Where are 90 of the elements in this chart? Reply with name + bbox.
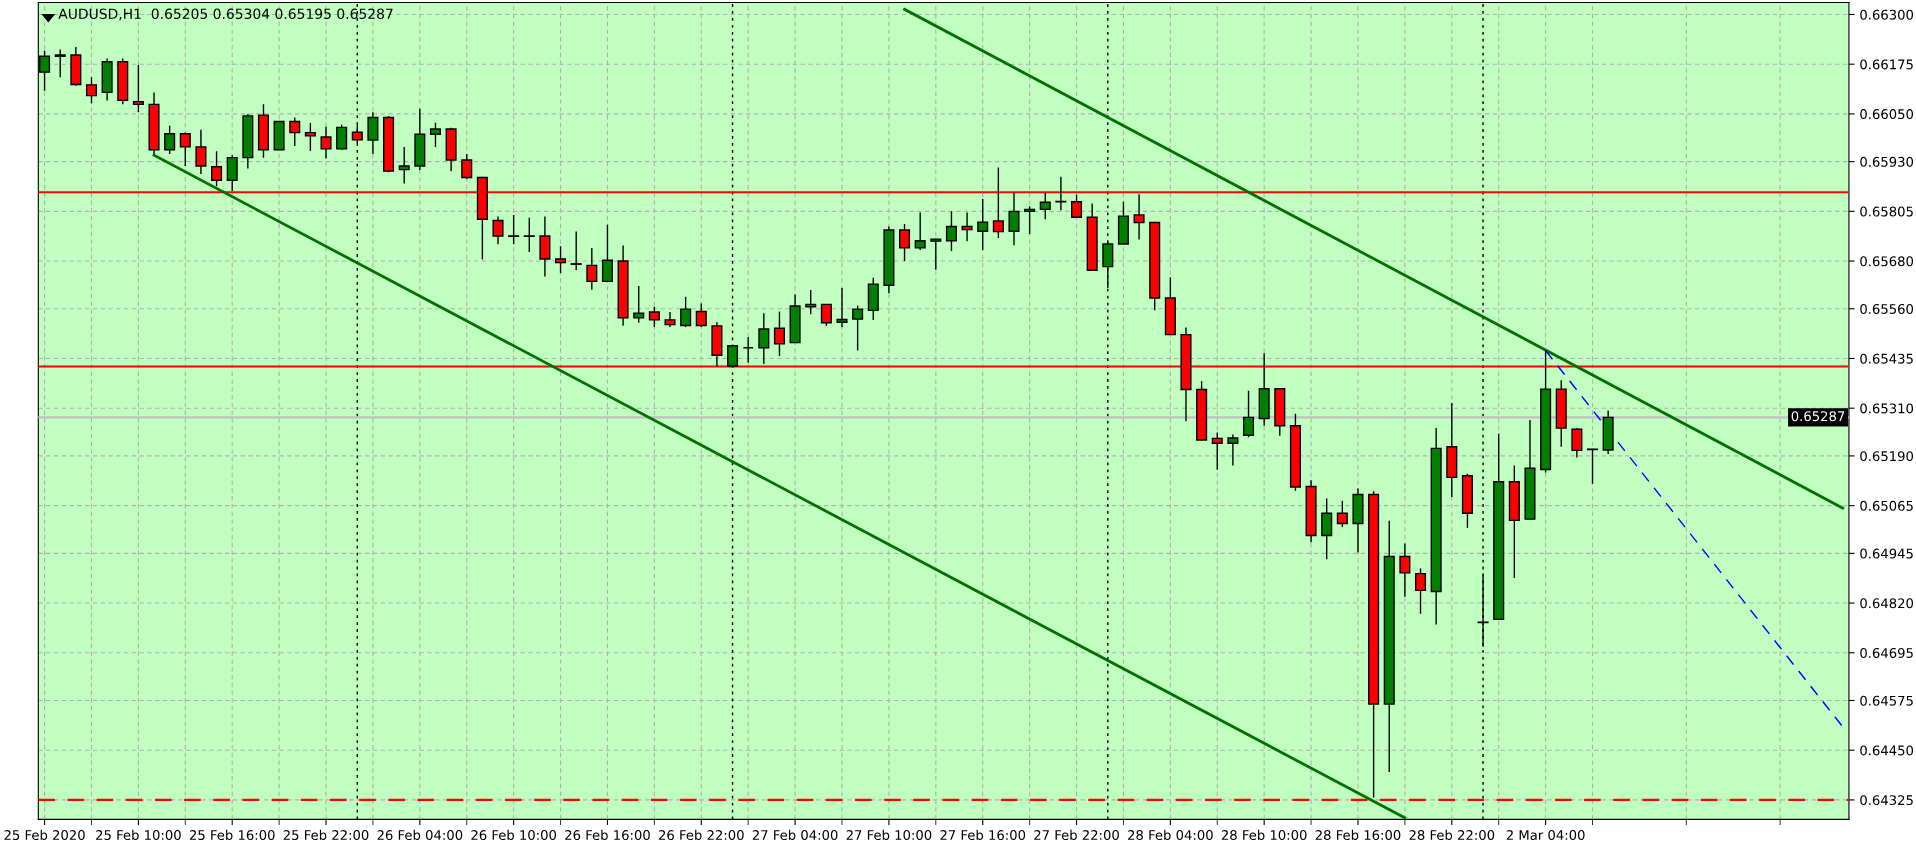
- candlestick: [211, 150, 223, 187]
- candlestick: [1070, 193, 1083, 218]
- candlestick: [914, 211, 926, 251]
- candlestick: [1227, 433, 1239, 467]
- candlestick: [758, 312, 770, 365]
- candlestick: [1321, 497, 1333, 561]
- candlestick: [492, 215, 504, 246]
- candlestick: [961, 211, 973, 242]
- x-tick-label: 28 Feb 10:00: [1221, 829, 1307, 841]
- candlestick: [930, 238, 942, 271]
- candlestick: [320, 125, 332, 160]
- candlestick: [648, 306, 660, 328]
- candlestick: [1024, 205, 1036, 235]
- y-tick-label: 0.65190: [1860, 451, 1914, 462]
- candlestick: [570, 230, 582, 271]
- candlestick: [508, 214, 520, 246]
- candlestick: [336, 123, 348, 151]
- y-tick-label: 0.66300: [1860, 9, 1914, 20]
- x-tick-label: 27 Feb 10:00: [846, 829, 932, 841]
- chart-title: AUDUSD,H1 0.65205 0.65304 0.65195 0.65287: [58, 8, 393, 21]
- candlestick: [586, 247, 598, 291]
- candlestick: [1211, 431, 1223, 471]
- y-tick-label: 0.65930: [1860, 156, 1914, 167]
- x-tick-label: 26 Feb 22:00: [658, 829, 744, 841]
- candlestick: [398, 146, 410, 185]
- x-tick-label: 27 Feb 16:00: [940, 829, 1026, 841]
- candlestick: [1008, 191, 1020, 246]
- x-tick-label: 25 Feb 22:00: [283, 829, 369, 841]
- y-tick-label: 0.65065: [1860, 500, 1913, 511]
- candlestick: [304, 122, 316, 152]
- candlestick: [1414, 567, 1427, 615]
- y-tick-label: 0.65435: [1860, 353, 1913, 364]
- candlestick: [523, 217, 535, 253]
- candlestick: [367, 111, 379, 155]
- candlestick: [179, 131, 191, 167]
- y-tick-label: 0.66050: [1860, 109, 1914, 120]
- y-tick-label: 0.64450: [1860, 745, 1914, 756]
- candlestick: [773, 310, 785, 357]
- candlestick: [226, 154, 238, 192]
- candlestick: [429, 121, 442, 148]
- candlestick: [945, 210, 957, 252]
- x-tick-label: 25 Feb 10:00: [96, 829, 181, 841]
- candlestick: [195, 129, 207, 175]
- candlestick: [85, 76, 98, 104]
- candlestick: [164, 125, 176, 155]
- candlestick: [289, 116, 301, 147]
- candlestick: [820, 303, 832, 327]
- candlestick: [1399, 542, 1411, 598]
- x-tick-label: 28 Feb 04:00: [1128, 829, 1213, 841]
- y-tick-label: 0.64945: [1860, 548, 1913, 559]
- candlestick: [695, 302, 707, 328]
- candlestick: [977, 198, 989, 251]
- x-tick-label: 28 Feb 16:00: [1315, 829, 1401, 841]
- candlestick: [836, 287, 848, 328]
- candlestick: [633, 285, 645, 324]
- candlestick: [1586, 448, 1599, 485]
- x-tick-label: 28 Feb 22:00: [1409, 829, 1495, 841]
- candlestick: [680, 296, 692, 328]
- y-tick-label: 0.64695: [1860, 647, 1913, 658]
- candlestick: [539, 215, 551, 278]
- x-tick-label: 26 Feb 10:00: [471, 829, 557, 841]
- y-tick-label: 0.64325: [1860, 795, 1913, 806]
- x-tick-label: 2 Mar 04:00: [1506, 830, 1585, 841]
- candlestick: [461, 153, 473, 180]
- y-tick-label: 0.65310: [1860, 403, 1914, 414]
- x-tick-label: 27 Feb 04:00: [752, 829, 838, 841]
- candlestick: [1571, 427, 1583, 459]
- x-tick-label: 25 Feb 2020: [4, 829, 85, 841]
- x-tick-label: 25 Feb 16:00: [189, 829, 275, 841]
- y-tick-label: 0.64575: [1860, 695, 1913, 706]
- candlestick: [742, 336, 754, 364]
- x-tick-label: 26 Feb 16:00: [565, 829, 650, 841]
- candlestick: [1039, 192, 1051, 220]
- y-tick-label: 0.65680: [1860, 256, 1914, 267]
- y-tick-label: 0.65560: [1860, 303, 1914, 314]
- candlestick: [555, 245, 567, 274]
- candlestick: [601, 224, 614, 283]
- y-tick-label: 0.65805: [1860, 206, 1913, 217]
- candlestick: [1336, 500, 1348, 528]
- x-tick-label: 27 Feb 22:00: [1034, 829, 1119, 841]
- x-tick-label: 26 Feb 04:00: [377, 829, 463, 841]
- candlestick: [1242, 389, 1255, 438]
- candlestick: [852, 304, 864, 352]
- ref-line-label: 0.65287: [1791, 411, 1845, 422]
- candlestick: [132, 64, 144, 114]
- candlestick: [1477, 573, 1489, 648]
- y-tick-label: 0.66175: [1860, 59, 1913, 70]
- candlestick: [54, 48, 66, 79]
- y-tick-label: 0.64820: [1860, 598, 1914, 609]
- candlestick: [898, 223, 911, 262]
